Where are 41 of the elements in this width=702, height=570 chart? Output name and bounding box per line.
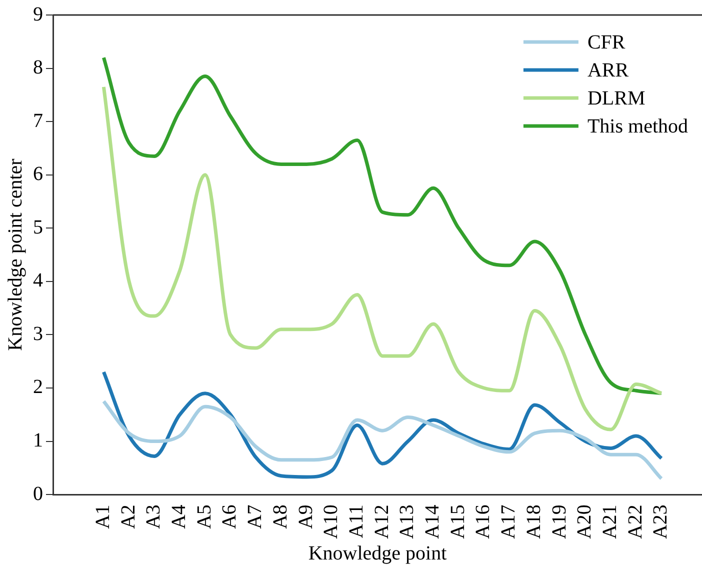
x-tick-label: A16 (472, 504, 494, 540)
legend-label: CFR (587, 31, 626, 54)
x-axis-title: Knowledge point (308, 542, 448, 564)
x-tick-label: A12 (370, 504, 393, 540)
x-tick-label: A21 (598, 504, 621, 540)
y-tick-label: 0 (33, 482, 43, 505)
y-tick-label: 7 (33, 110, 43, 132)
x-tick-label: A23 (650, 504, 672, 540)
x-tick-label: A15 (446, 504, 469, 540)
x-tick-label: A2 (117, 504, 140, 530)
y-tick-label: 9 (33, 3, 43, 26)
x-tick-label: A4 (168, 504, 190, 530)
x-tick-label: A17 (498, 504, 520, 540)
x-tick-label: A3 (142, 504, 165, 530)
y-tick-label: 1 (33, 430, 43, 452)
x-tick-label: A10 (320, 504, 342, 540)
legend-label: DLRM (587, 87, 646, 110)
y-axis-title: Knowledge point center (4, 158, 26, 351)
y-tick-label: 4 (33, 270, 43, 292)
y-tick-label: 8 (33, 56, 43, 79)
x-tick-label: A20 (574, 504, 596, 540)
line-series (102, 370, 664, 479)
y-tick-label: 2 (33, 376, 43, 398)
y-tick-label: 5 (33, 216, 43, 238)
y-tick-label: 3 (33, 322, 43, 345)
legend-label: This method (587, 115, 688, 138)
x-tick-label: A11 (345, 504, 368, 538)
line-series (102, 400, 664, 480)
x-tick-label: A8 (269, 504, 292, 530)
x-tick-label: A9 (294, 504, 317, 530)
x-tick-label: A22 (624, 504, 646, 540)
legend-label: ARR (587, 59, 630, 82)
y-tick-label: 6 (33, 163, 43, 186)
x-tick-label: A7 (244, 504, 266, 530)
x-tick-label: A14 (422, 504, 444, 540)
x-tick-label: A5 (193, 504, 216, 530)
x-tick-label: A6 (218, 504, 241, 530)
x-tick-label: A18 (522, 504, 545, 540)
x-tick-label: A19 (548, 504, 570, 540)
x-tick-label: A13 (396, 504, 418, 540)
x-tick-label: A1 (92, 504, 114, 530)
